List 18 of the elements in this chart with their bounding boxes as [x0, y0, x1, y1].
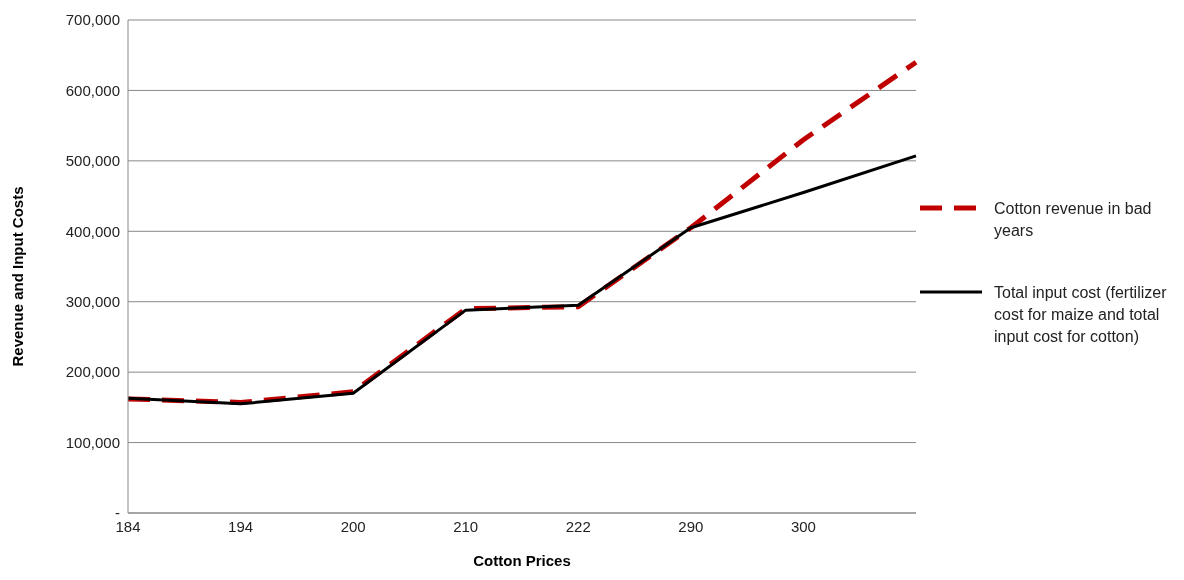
x-tick-label: 210	[453, 517, 479, 535]
y-tick-label: 300,000	[65, 293, 120, 311]
x-tick-label: 290	[678, 517, 704, 535]
y-tick-label: 700,000	[65, 11, 120, 29]
legend-label: Cotton revenue in bad years	[994, 199, 1153, 241]
y-tick-label: 100,000	[65, 433, 120, 451]
y-tick-label: 500,000	[65, 152, 120, 170]
y-tick-label: 200,000	[65, 363, 120, 381]
x-axis-title: Cotton Prices	[473, 552, 571, 569]
x-tick-label: 222	[565, 517, 591, 535]
y-axis-title: Revenue and Input Costs	[9, 186, 27, 367]
line-series	[126, 154, 918, 406]
x-tick-label: 194	[228, 517, 254, 535]
legend-label: Total input cost (fertilizer cost for maize and total input cost for cotton)	[994, 283, 1168, 347]
y-tick-label: 400,000	[65, 222, 120, 240]
y-tick-label: 600,000	[65, 81, 120, 99]
x-tick-label: 300	[790, 517, 816, 535]
x-tick-label: 200	[340, 517, 366, 535]
